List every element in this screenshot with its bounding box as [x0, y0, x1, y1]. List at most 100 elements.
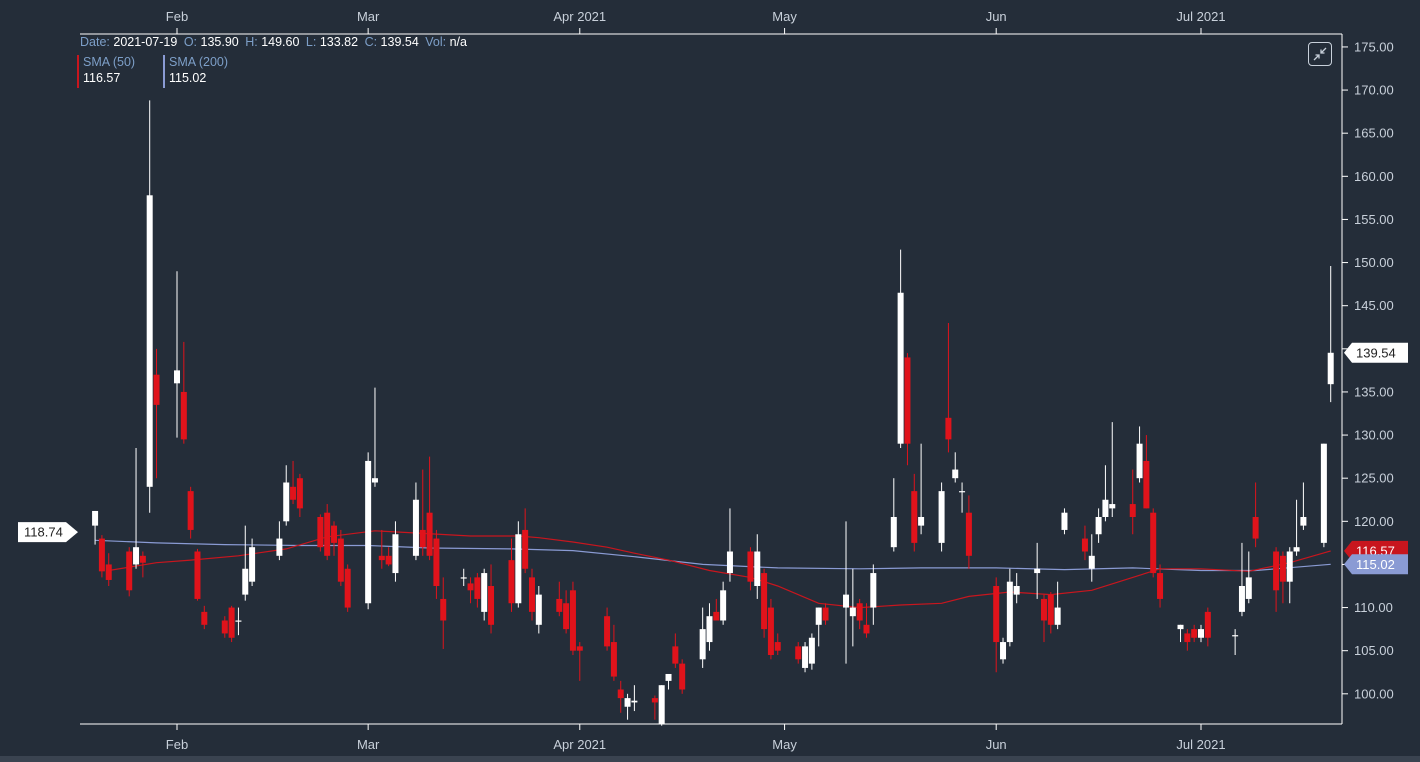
candle-body-up [1034, 568, 1041, 574]
candle-body-up [1088, 555, 1095, 569]
y-tick-label: 170.00 [1354, 83, 1394, 98]
bottom-scroll-strip [0, 756, 1420, 762]
candle-body-up [412, 499, 419, 556]
candle-body-down [911, 491, 918, 543]
ohlc-legend: Date: 2021-07-19 O: 135.90 H: 149.60 L: … [77, 34, 470, 88]
candle-body-down [856, 603, 863, 621]
candle-body-down [385, 555, 392, 565]
left-price-tag-bg [18, 522, 78, 543]
candle-body-down [290, 486, 297, 500]
x-tick-label-top: Mar [357, 9, 380, 24]
candle-body-up [624, 698, 631, 707]
candle-body-up [658, 685, 665, 724]
candle-body-down [965, 512, 972, 556]
candle-body-down [1143, 460, 1150, 509]
low-value: 133.82 [319, 35, 359, 49]
candle-body-down [576, 646, 583, 651]
candle-body-up [365, 460, 372, 604]
y-tick-label: 100.00 [1354, 686, 1394, 701]
candle-body-up [249, 547, 256, 582]
candle-body-down [1191, 629, 1198, 638]
candle-body-up [754, 551, 761, 586]
collapse-button[interactable] [1308, 42, 1332, 66]
candle-body-up [515, 534, 522, 604]
candle-body-down [610, 642, 617, 677]
candle-body-up [1238, 586, 1245, 612]
candle-body-down [426, 512, 433, 556]
y-tick-label: 160.00 [1354, 169, 1394, 184]
x-tick-label-bottom: Feb [166, 737, 188, 752]
candle-body-down [747, 551, 754, 582]
candle-body-down [679, 663, 686, 690]
candle-body-down [774, 642, 781, 651]
open-value: 135.90 [200, 35, 239, 49]
volume-value: n/a [449, 35, 467, 49]
last-price-tag-bg [1344, 342, 1408, 363]
candle-body-up [535, 594, 542, 625]
candle-body-down [194, 551, 201, 599]
candle-body-down [1129, 504, 1136, 517]
candle-body-down [98, 538, 105, 572]
candle-body-down [440, 598, 447, 621]
sma200-name: SMA (200) [169, 55, 229, 69]
candle-body-down [795, 646, 802, 660]
close-label: C: [364, 35, 378, 49]
sma50-line [108, 530, 1331, 609]
candle-body-up [706, 616, 713, 643]
candle-body-up [631, 700, 638, 703]
sma50-legend[interactable]: SMA (50) 116.57 [77, 54, 136, 88]
candle-body-down [105, 564, 112, 580]
date-label: Date: [80, 35, 110, 49]
candle-body-down [126, 551, 133, 591]
candle-body-up [1198, 629, 1204, 638]
x-tick-label-top: Feb [166, 9, 188, 24]
candle-body-down [522, 529, 529, 569]
date-value: 2021-07-19 [113, 35, 178, 49]
candle-body-down [672, 646, 679, 664]
candle-body-up [726, 551, 733, 574]
candle-body-down [1047, 594, 1054, 625]
candle-body-down [324, 512, 331, 556]
candle-body-down [1273, 551, 1280, 591]
candle-body-down [569, 590, 576, 651]
candle-body-up [808, 637, 815, 664]
candle-body-up [92, 510, 99, 526]
candle-body-up [843, 594, 850, 608]
candle-body-down [221, 620, 228, 634]
candle-body-up [1327, 352, 1334, 385]
candle-body-up [1300, 517, 1307, 526]
candle-body-down [761, 573, 768, 630]
collapse-icon [1313, 47, 1327, 61]
sma200-price-tag-text: 115.02 [1356, 557, 1395, 572]
x-tick-label-bottom: Mar [357, 737, 380, 752]
candle-body-down [488, 586, 495, 625]
y-tick-label: 145.00 [1354, 298, 1394, 313]
candle-body-up [371, 478, 378, 483]
last-price-tag-text: 139.54 [1356, 345, 1396, 360]
y-tick-label: 110.00 [1354, 600, 1393, 615]
candle-body-up [849, 607, 856, 617]
candle-body-down [822, 607, 829, 621]
y-tick-label: 105.00 [1354, 643, 1394, 658]
volume-label: Vol: [425, 35, 447, 49]
candle-body-down [993, 586, 1000, 643]
candle-body-up [1136, 443, 1143, 479]
candle-body-down [1040, 598, 1047, 621]
high-label: H: [245, 35, 258, 49]
x-tick-label-bottom: May [772, 737, 797, 752]
y-tick-label: 165.00 [1354, 126, 1394, 141]
candle-body-up [699, 629, 706, 660]
candle-body-up [235, 620, 242, 622]
sma50-name: SMA (50) [83, 55, 136, 69]
sma200-legend[interactable]: SMA (200) 115.02 [163, 54, 229, 88]
candle-body-down [228, 607, 235, 638]
candle-body-down [317, 517, 324, 548]
y-tick-label: 155.00 [1354, 212, 1394, 227]
candle-body-up [1109, 504, 1116, 509]
candle-body-down [508, 560, 515, 604]
candle-body-down [904, 357, 911, 444]
candle-body-down [344, 568, 351, 608]
candle-body-down [1252, 517, 1259, 539]
candle-body-down [467, 583, 474, 591]
